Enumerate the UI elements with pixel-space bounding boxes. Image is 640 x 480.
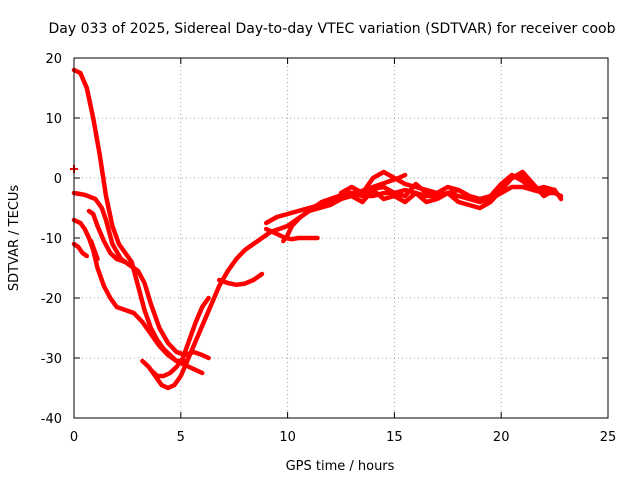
grid-lines [74,58,608,418]
series-arc-14 [338,172,557,202]
series-arc-7 [263,226,320,242]
x-axis-label: GPS time / hours [286,459,395,474]
x-tick-label: 25 [600,430,617,445]
x-tick-label: 20 [493,430,510,445]
series-arc-13 [88,238,100,262]
plot-frame [73,57,609,419]
series-arc-12 [86,208,128,265]
series-arc-1 [71,67,205,376]
plot-area [70,67,564,391]
y-axis-label: SDTVAR / TECUs [7,185,22,292]
x-tick-labels: 0 5 10 15 20 25 [70,430,616,445]
series-arc-8 [281,184,564,244]
x-tick-label: 10 [279,430,296,445]
y-tick-label: -10 [41,232,62,247]
y-tick-labels: -40 -30 -20 -10 0 10 20 [41,52,62,427]
y-tick-label: 10 [45,112,62,127]
y-tick-label: 0 [54,172,62,187]
series-arc-5 [148,295,211,379]
chart-title: Day 033 of 2025, Sidereal Day-to-day VTE… [49,21,616,37]
y-tick-label: -20 [41,292,62,307]
series-arc-3 [71,217,188,364]
series-arc-6 [216,271,265,288]
y-tick-label: -40 [41,412,62,427]
series-arc-11 [71,241,90,259]
y-tick-label: -30 [41,352,62,367]
x-tick-label: 15 [386,430,403,445]
x-tick-label: 5 [177,430,185,445]
x-tick-label: 0 [70,430,78,445]
y-tick-label: 20 [45,52,62,67]
